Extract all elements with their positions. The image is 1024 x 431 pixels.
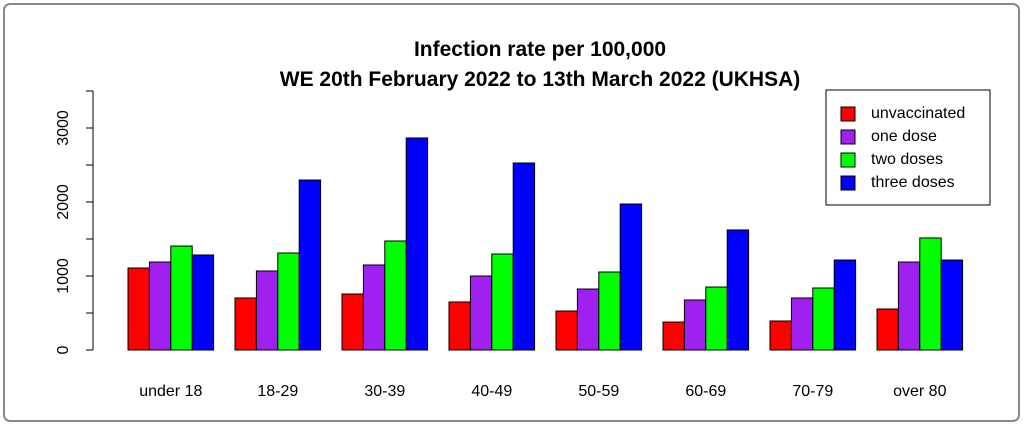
y-tick-label: 2000 [55, 184, 72, 220]
bar [170, 245, 193, 351]
bar [662, 321, 685, 351]
legend-label: unvaccinated [871, 105, 965, 122]
legend-label: two doses [871, 151, 943, 168]
bar [255, 270, 279, 351]
bar [919, 237, 942, 351]
bar [598, 271, 621, 351]
bar [576, 288, 600, 351]
bar [127, 267, 150, 351]
y-tick-label: 1000 [55, 258, 72, 294]
bar [897, 261, 921, 351]
x-tick-label: 40-49 [471, 383, 512, 400]
bar [298, 179, 322, 351]
bar [790, 297, 814, 351]
bar [812, 287, 835, 351]
bar [705, 286, 728, 351]
bar [876, 308, 899, 351]
bar [362, 264, 386, 351]
bar [191, 254, 215, 351]
x-tick-label: 18-29 [257, 383, 298, 400]
bar [469, 275, 493, 351]
bar [683, 299, 707, 351]
legend-swatch [840, 152, 856, 168]
y-tick-label: 0 [55, 345, 72, 354]
legend-swatch [840, 175, 856, 191]
bar [491, 253, 514, 351]
x-tick-label: 30-39 [364, 383, 405, 400]
x-tick-label: under 18 [139, 383, 202, 400]
bar [148, 261, 172, 351]
bar [405, 137, 429, 351]
y-tick-label: 3000 [55, 110, 72, 146]
bar [940, 259, 964, 351]
bar [341, 293, 364, 351]
x-tick-label: 70-79 [792, 383, 833, 400]
chart-subtitle: WE 20th February 2022 to 13th March 2022… [280, 68, 801, 91]
bar [619, 203, 643, 351]
bar [448, 301, 471, 351]
bar [555, 310, 578, 351]
x-tick-label: 60-69 [685, 383, 726, 400]
bar [277, 252, 300, 351]
x-tick-label: 50-59 [578, 383, 619, 400]
x-tick-label: over 80 [893, 383, 946, 400]
bar [234, 297, 257, 351]
legend-swatch [840, 106, 856, 122]
legend-label: three doses [871, 174, 955, 191]
bar [726, 229, 750, 351]
bar [512, 162, 536, 351]
legend-label: one dose [871, 128, 937, 145]
bar [833, 259, 857, 351]
bar [384, 240, 407, 351]
bar [769, 320, 792, 351]
frame [3, 3, 1020, 422]
legend-swatch [840, 129, 856, 145]
chart-title: Infection rate per 100,000 [414, 38, 666, 61]
